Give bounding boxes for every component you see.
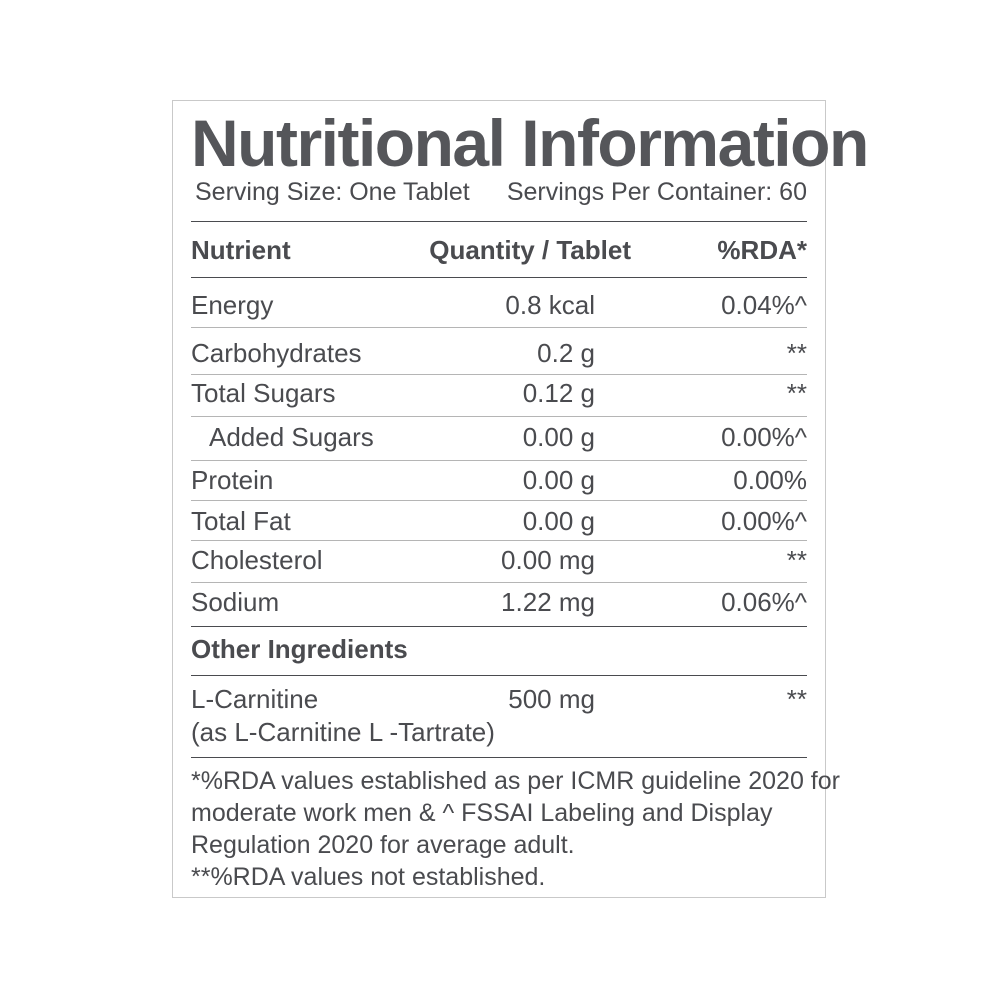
divider (191, 757, 807, 758)
footnote-line: moderate work men & ^ FSSAI Labeling and… (191, 799, 773, 827)
nutrient-quantity: 0.12 g (522, 378, 595, 408)
serving-info: Serving Size: One Tablet Servings Per Co… (195, 175, 807, 209)
footnote-line: *%RDA values established as per ICMR gui… (191, 767, 840, 795)
nutrient-quantity: 0.00 mg (501, 545, 595, 575)
nutrient-quantity: 0.2 g (537, 338, 595, 368)
nutrient-name: Energy (191, 290, 274, 320)
other-heading-label: Other Ingredients (191, 634, 408, 664)
serving-size: Serving Size: One Tablet (195, 178, 470, 206)
footnote-line: **%RDA values not established. (191, 863, 546, 891)
divider (191, 540, 807, 541)
nutrient-rda: 0.06%^ (721, 587, 807, 617)
nutrient-quantity: 1.22 mg (501, 587, 595, 617)
nutrient-rda: 0.00%^ (721, 506, 807, 536)
header-quantity: Quantity / Tablet (429, 235, 631, 265)
label-title: Nutritional Information (191, 106, 869, 180)
nutrient-rda: ** (786, 545, 807, 575)
ingredient-detail: (as L-Carnitine L -Tartrate) (191, 717, 495, 747)
header-nutrient: Nutrient (191, 235, 291, 265)
nutrient-rda: ** (786, 338, 807, 368)
nutrient-name: Total Sugars (191, 378, 336, 408)
divider (191, 277, 807, 278)
divider (191, 221, 807, 222)
divider (191, 374, 807, 375)
nutrient-name: Added Sugars (209, 422, 374, 452)
nutrient-quantity: 0.00 g (522, 506, 595, 536)
divider (191, 500, 807, 501)
nutrient-rda: 0.00% (733, 465, 807, 495)
nutrition-label: Nutritional Information Serving Size: On… (172, 100, 869, 898)
nutrient-name: Protein (191, 465, 274, 495)
nutrient-rda: ** (786, 378, 807, 408)
nutrient-quantity: 0.00 g (522, 422, 595, 452)
ingredient-rda: ** (786, 684, 807, 714)
nutrient-quantity: 0.8 kcal (505, 290, 595, 320)
footnotes: *%RDA values established as per ICMR gui… (191, 765, 840, 893)
divider (191, 327, 807, 328)
ingredient-name: L-Carnitine (191, 684, 319, 714)
divider (191, 675, 807, 676)
divider (191, 460, 807, 461)
nutrient-name: Sodium (191, 587, 280, 617)
nutrient-name: Total Fat (191, 506, 291, 536)
ingredient-quantity: 500 mg (508, 684, 595, 714)
divider (191, 626, 807, 627)
header-rda: %RDA* (717, 235, 807, 265)
divider (191, 416, 807, 417)
nutrient-name: Carbohydrates (191, 338, 362, 368)
nutrient-rda: 0.04%^ (721, 290, 807, 320)
nutrient-name: Cholesterol (191, 545, 323, 575)
servings-per-container: Servings Per Container: 60 (506, 178, 807, 206)
divider (191, 582, 807, 583)
nutrient-rda: 0.00%^ (721, 422, 807, 452)
nutrient-quantity: 0.00 g (522, 465, 595, 495)
footnote-line: Regulation 2020 for average adult. (191, 831, 575, 859)
